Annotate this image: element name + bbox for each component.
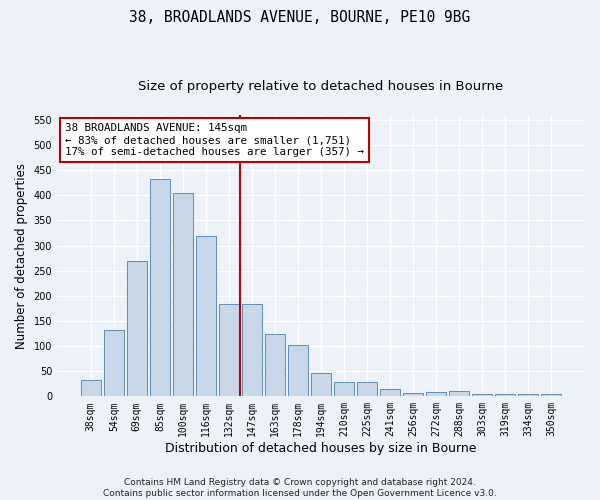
- Bar: [288, 344, 308, 397]
- Bar: [173, 193, 193, 396]
- Bar: [496, 394, 515, 396]
- Y-axis label: Number of detached properties: Number of detached properties: [15, 162, 28, 348]
- Bar: [472, 394, 492, 396]
- Bar: [219, 304, 239, 396]
- Bar: [449, 392, 469, 396]
- Bar: [427, 392, 446, 396]
- Bar: [334, 382, 354, 396]
- Text: 38, BROADLANDS AVENUE, BOURNE, PE10 9BG: 38, BROADLANDS AVENUE, BOURNE, PE10 9BG: [130, 10, 470, 25]
- Bar: [380, 389, 400, 396]
- Bar: [150, 180, 170, 396]
- Bar: [242, 304, 262, 396]
- Bar: [81, 380, 101, 396]
- X-axis label: Distribution of detached houses by size in Bourne: Distribution of detached houses by size …: [165, 442, 477, 455]
- Text: Contains HM Land Registry data © Crown copyright and database right 2024.
Contai: Contains HM Land Registry data © Crown c…: [103, 478, 497, 498]
- Text: 38 BROADLANDS AVENUE: 145sqm
← 83% of detached houses are smaller (1,751)
17% of: 38 BROADLANDS AVENUE: 145sqm ← 83% of de…: [65, 124, 364, 156]
- Bar: [357, 382, 377, 396]
- Bar: [311, 373, 331, 396]
- Bar: [541, 394, 561, 396]
- Bar: [265, 334, 285, 396]
- Bar: [518, 394, 538, 396]
- Bar: [127, 260, 146, 396]
- Title: Size of property relative to detached houses in Bourne: Size of property relative to detached ho…: [139, 80, 503, 93]
- Bar: [403, 393, 423, 396]
- Bar: [196, 236, 216, 396]
- Bar: [104, 330, 124, 396]
